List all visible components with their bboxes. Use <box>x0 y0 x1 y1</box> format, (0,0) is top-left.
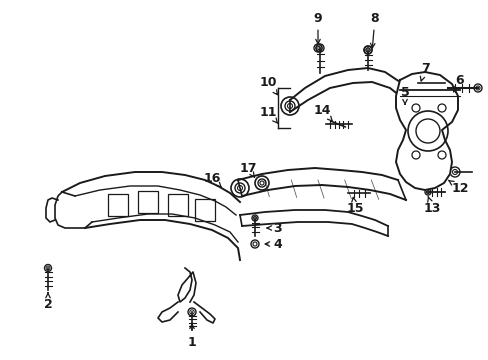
Polygon shape <box>395 72 457 190</box>
Text: 2: 2 <box>43 293 52 311</box>
Bar <box>195 199 215 221</box>
Text: 12: 12 <box>447 180 468 194</box>
Text: 3: 3 <box>266 221 282 234</box>
Text: 16: 16 <box>203 171 221 188</box>
Text: 5: 5 <box>400 85 408 104</box>
Text: 11: 11 <box>259 105 277 123</box>
Text: 14: 14 <box>313 104 332 121</box>
Bar <box>138 191 158 213</box>
Text: 7: 7 <box>420 62 428 81</box>
Bar <box>168 194 187 216</box>
Text: 4: 4 <box>264 238 282 251</box>
Text: 6: 6 <box>453 73 464 92</box>
Text: 17: 17 <box>239 162 256 177</box>
Text: 10: 10 <box>259 76 277 95</box>
Text: 8: 8 <box>370 12 379 48</box>
Text: 1: 1 <box>187 324 196 348</box>
Text: 15: 15 <box>346 197 363 215</box>
Bar <box>108 194 128 216</box>
Text: 9: 9 <box>313 12 322 44</box>
Text: 13: 13 <box>423 196 440 215</box>
